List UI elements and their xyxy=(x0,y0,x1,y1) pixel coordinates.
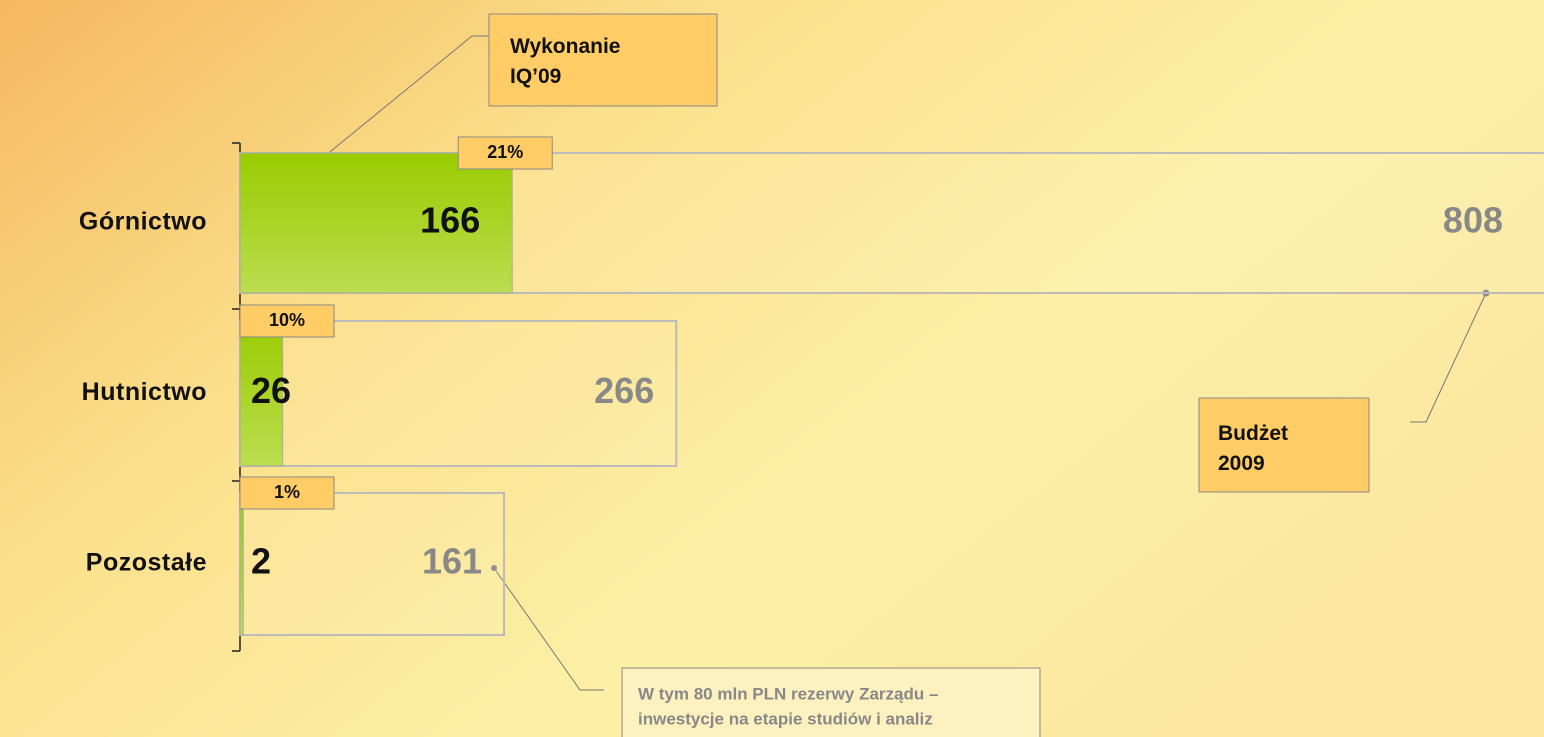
actual-value-label: 26 xyxy=(251,370,291,411)
annotation-line xyxy=(493,567,604,691)
legend-box xyxy=(1198,397,1370,493)
annotation-box xyxy=(621,667,1041,737)
actual-value-label: 2 xyxy=(251,541,271,582)
legend-line: 2009 xyxy=(1218,452,1265,475)
legend-callout xyxy=(1198,289,1490,493)
category-label: Pozostałe xyxy=(86,549,207,577)
share-label: 10% xyxy=(269,310,305,330)
share-box xyxy=(457,136,553,170)
budget-value-label: 161 xyxy=(422,541,482,582)
share-box xyxy=(239,476,335,510)
actual-bar xyxy=(239,492,244,636)
legend-entry: Wykonanie IQ’09 xyxy=(510,35,620,88)
category-label: Hutnictwo xyxy=(82,378,207,406)
annotation-dot xyxy=(491,565,497,571)
legend-callout xyxy=(316,13,718,164)
category-label: Górnictwo xyxy=(79,208,207,236)
legend-line: Wykonanie xyxy=(510,35,620,58)
legend-box xyxy=(488,13,718,107)
actual-value-label: 166 xyxy=(420,200,480,241)
legend-line: Budżet xyxy=(1218,422,1288,445)
share-label: 21% xyxy=(487,142,523,162)
annotation: W tym 80 mln PLN rezerwy Zarządu – inwes… xyxy=(491,565,1041,737)
legend-entry: Budżet 2009 xyxy=(1218,422,1288,475)
budget-bar xyxy=(239,320,678,467)
legend-line: IQ’09 xyxy=(510,65,561,88)
budget-bar xyxy=(239,492,506,636)
share-label: 1% xyxy=(274,482,300,502)
callout-line xyxy=(1410,292,1487,423)
annotation-text: W tym 80 mln PLN rezerwy Zarządu – xyxy=(638,684,938,703)
budget-value-label: 808 xyxy=(1443,200,1503,241)
share-box xyxy=(239,304,335,338)
actual-bar xyxy=(239,320,284,467)
budget-value-label: 266 xyxy=(594,370,654,411)
actual-bar xyxy=(239,152,513,294)
annotation-text: inwestycje na etapie studiów i analiz xyxy=(638,709,933,728)
callout-line xyxy=(319,35,490,161)
